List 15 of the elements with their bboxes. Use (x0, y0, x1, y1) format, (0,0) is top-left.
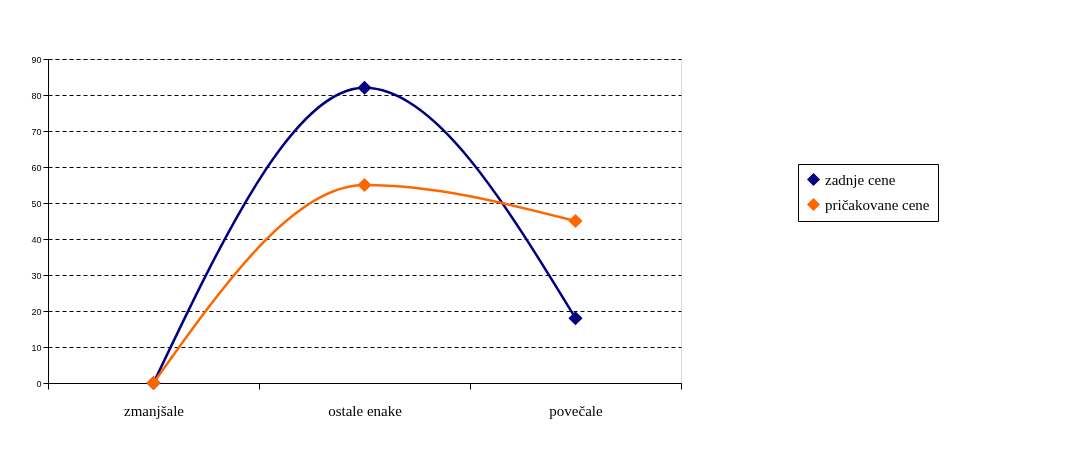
legend-label: pričakovane cene (825, 196, 930, 213)
y-tick-label: 80 (31, 90, 42, 101)
legend-label: zadnje cene (825, 171, 896, 188)
x-tick-label: zmanjšale (124, 402, 185, 419)
y-tick-label: 20 (31, 306, 42, 317)
y-tick-label: 70 (31, 126, 42, 137)
y-tick-label: 90 (31, 54, 42, 65)
y-tick-label: 60 (31, 162, 42, 173)
x-tick-label: povečale (549, 402, 603, 419)
x-tick-label: ostale enake (328, 402, 403, 419)
y-tick-label: 0 (36, 378, 42, 389)
y-tick-label: 40 (31, 234, 42, 245)
y-tick-label: 50 (31, 198, 42, 209)
y-tick-label: 30 (31, 270, 42, 281)
y-tick-label: 10 (31, 342, 42, 353)
